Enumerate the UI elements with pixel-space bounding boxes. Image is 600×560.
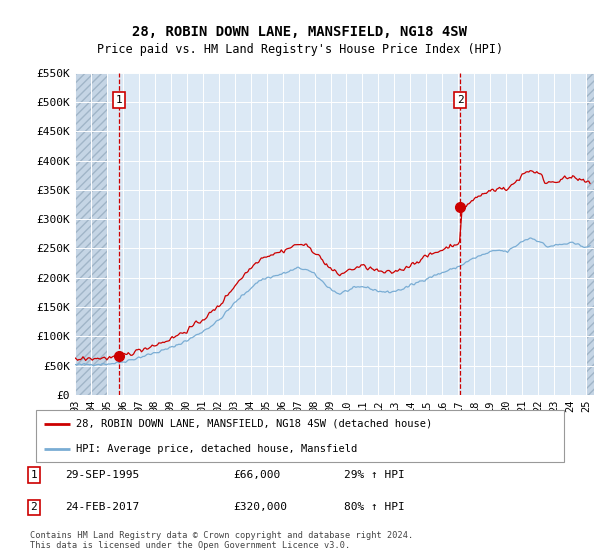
Text: Contains HM Land Registry data © Crown copyright and database right 2024.
This d: Contains HM Land Registry data © Crown c… xyxy=(30,531,413,550)
Text: 28, ROBIN DOWN LANE, MANSFIELD, NG18 4SW (detached house): 28, ROBIN DOWN LANE, MANSFIELD, NG18 4SW… xyxy=(76,419,432,429)
Bar xyxy=(75,73,107,395)
Text: 29-SEP-1995: 29-SEP-1995 xyxy=(65,470,140,480)
Text: 1: 1 xyxy=(31,470,37,480)
Text: 2: 2 xyxy=(31,502,37,512)
Text: 24-FEB-2017: 24-FEB-2017 xyxy=(65,502,140,512)
Text: 29% ↑ HPI: 29% ↑ HPI xyxy=(344,470,405,480)
Text: £320,000: £320,000 xyxy=(234,502,288,512)
Bar xyxy=(586,73,594,395)
Text: 2: 2 xyxy=(457,95,464,105)
Text: £66,000: £66,000 xyxy=(234,470,281,480)
Text: 28, ROBIN DOWN LANE, MANSFIELD, NG18 4SW: 28, ROBIN DOWN LANE, MANSFIELD, NG18 4SW xyxy=(133,25,467,39)
Text: Price paid vs. HM Land Registry's House Price Index (HPI): Price paid vs. HM Land Registry's House … xyxy=(97,43,503,55)
Text: 1: 1 xyxy=(116,95,122,105)
FancyBboxPatch shape xyxy=(36,410,564,462)
Text: HPI: Average price, detached house, Mansfield: HPI: Average price, detached house, Mans… xyxy=(76,444,357,454)
Text: 80% ↑ HPI: 80% ↑ HPI xyxy=(344,502,405,512)
